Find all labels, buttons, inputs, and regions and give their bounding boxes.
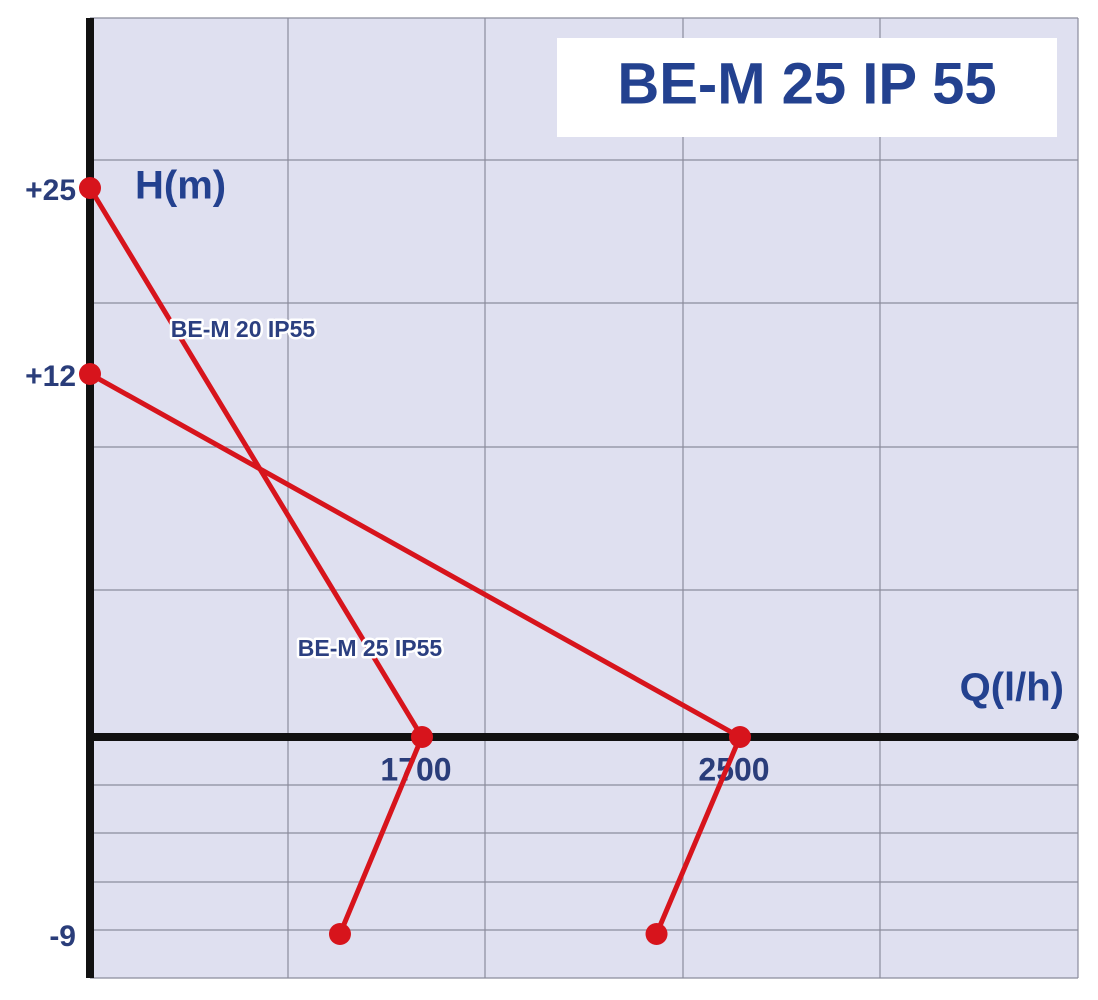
graph-paper xyxy=(90,17,1079,979)
y-tick-label: +25 xyxy=(25,174,76,207)
curve-annotation: BE-M 25 IP55 xyxy=(298,635,443,661)
y-axis-label: H(m) xyxy=(135,164,226,208)
y-tick-label: +12 xyxy=(25,360,76,393)
data-point xyxy=(328,923,351,945)
data-point xyxy=(411,726,433,748)
data-point xyxy=(79,363,101,385)
plot-background xyxy=(90,18,1078,978)
data-point xyxy=(645,923,668,945)
y-tick-label: -9 xyxy=(49,920,76,953)
data-point xyxy=(79,177,101,199)
chart-title: BE-M 25 IP 55 xyxy=(617,51,996,116)
curve-annotation: BE-M 20 IP55 xyxy=(171,316,316,342)
data-point xyxy=(729,726,751,748)
x-axis-label: Q(l/h) xyxy=(960,666,1064,710)
title-box xyxy=(557,38,1057,137)
